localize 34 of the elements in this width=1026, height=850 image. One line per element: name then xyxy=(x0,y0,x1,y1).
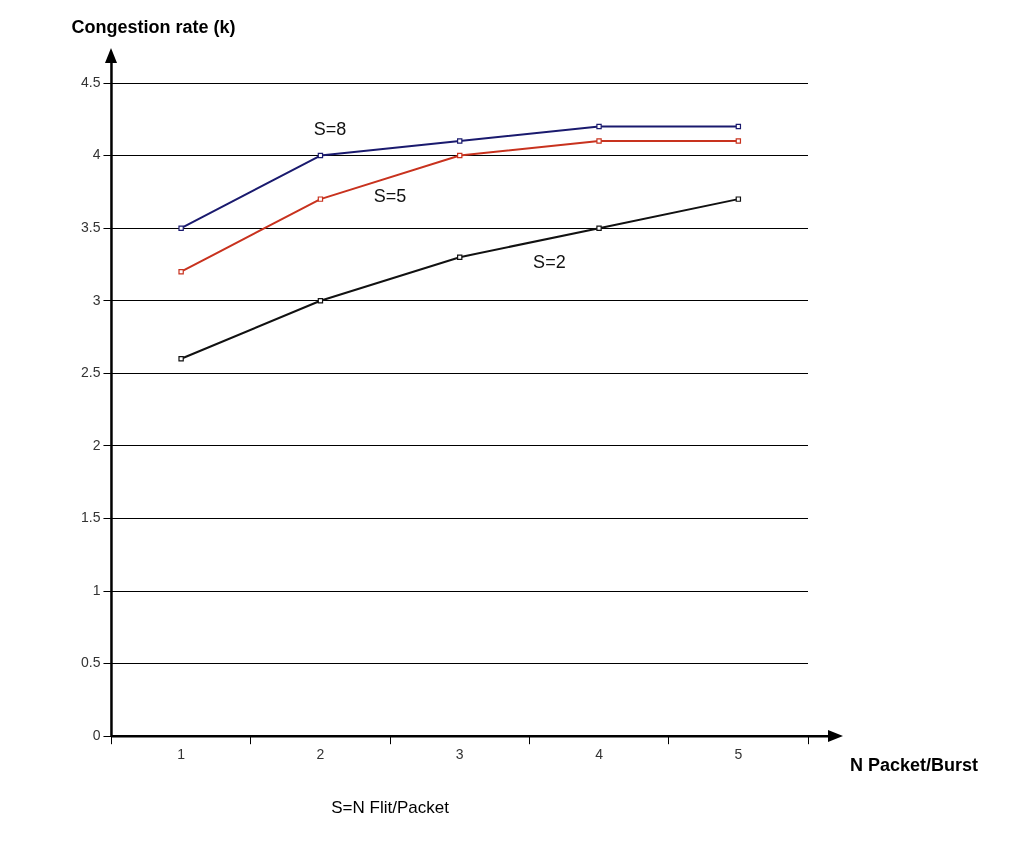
x-axis-title: N Packet/Burst xyxy=(850,755,979,776)
y-axis-title: Congestion rate (k) xyxy=(71,16,236,37)
text: S=N Flit/Packet xyxy=(331,797,450,817)
y-tick-label: 0 xyxy=(92,727,101,744)
y-tick-label: 2.5 xyxy=(80,364,101,381)
point xyxy=(317,298,324,304)
point xyxy=(457,254,463,260)
series-label: S=8 xyxy=(313,119,347,140)
y-tick-label: 3.5 xyxy=(80,219,101,236)
point xyxy=(596,138,602,144)
y-tick-label: 1 xyxy=(92,581,101,598)
point xyxy=(596,123,602,130)
y-tick-label: 4.5 xyxy=(80,73,101,90)
point xyxy=(735,138,742,144)
series-label: S=2 xyxy=(533,251,566,272)
point xyxy=(178,268,184,275)
x-tick-label: 4 xyxy=(595,746,604,763)
series-label: S=5 xyxy=(373,186,407,207)
x-tick-label: 5 xyxy=(734,746,743,763)
x-tick-label: 1 xyxy=(177,746,186,763)
y-tick-label: 2 xyxy=(92,436,101,453)
point xyxy=(596,225,602,231)
y-tick-label: 4 xyxy=(92,146,101,163)
y-tick-label: 3 xyxy=(92,291,101,308)
point xyxy=(457,152,463,159)
x-tick-label: 2 xyxy=(316,746,325,763)
y-tick-label: 0.5 xyxy=(80,654,101,671)
point xyxy=(457,138,463,144)
x-tick-label: 3 xyxy=(455,746,464,763)
point xyxy=(317,196,324,202)
point xyxy=(735,196,742,202)
y-tick-label: 1.5 xyxy=(80,509,101,526)
point xyxy=(178,225,184,231)
point xyxy=(178,356,184,362)
